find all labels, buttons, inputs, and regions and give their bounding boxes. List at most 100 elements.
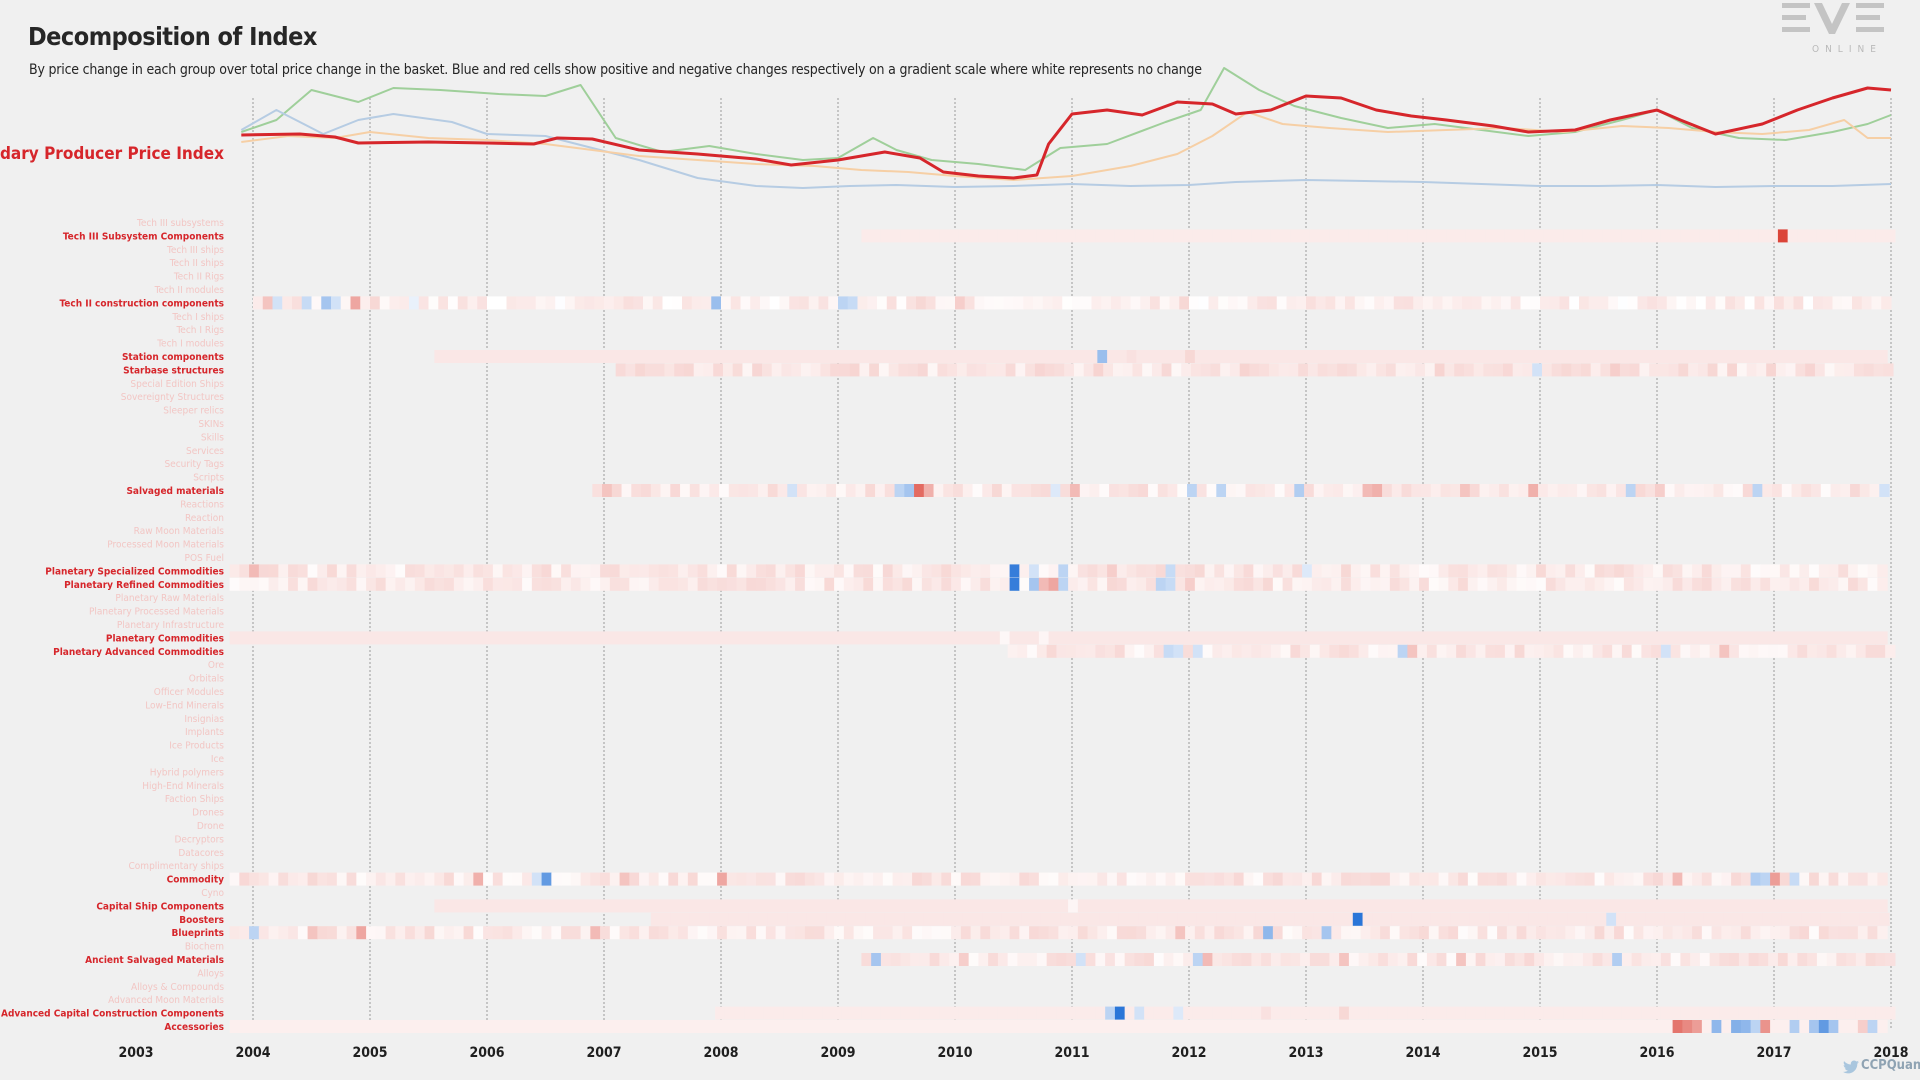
heatmap-cell: [890, 1006, 901, 1020]
heatmap-cell: [980, 631, 991, 645]
heatmap-cell: [590, 350, 601, 363]
heatmap-cell: [804, 872, 816, 886]
heatmap-cell: [1224, 1020, 1235, 1033]
heatmap-cell: [1448, 1020, 1459, 1033]
heatmap-cell: [668, 1020, 679, 1033]
heatmap-cell: [641, 484, 652, 497]
heatmap-cell: [1604, 872, 1615, 886]
heatmap-cell: [395, 926, 406, 940]
heatmap-cell: [288, 564, 299, 578]
heatmap-cell: [1828, 899, 1839, 913]
heatmap-cell: [902, 1020, 913, 1033]
heatmap-cell: [1068, 872, 1079, 886]
heatmap-cell: [1499, 484, 1510, 497]
heatmap-cell: [1072, 296, 1083, 310]
heatmap-cell: [1729, 229, 1740, 243]
heatmap-cell: [1569, 296, 1580, 310]
heatmap-cell: [1097, 872, 1108, 886]
heatmap-cell: [933, 912, 944, 926]
heatmap-cell: [767, 912, 779, 926]
heatmap-cell: [1785, 363, 1797, 377]
heatmap-cell: [600, 1020, 611, 1033]
heatmap-cell: [1779, 1020, 1791, 1033]
heatmap-cell: [1350, 1020, 1362, 1033]
heatmap-cell: [1393, 296, 1405, 310]
heatmap-cell: [1358, 644, 1369, 658]
heatmap-cell: [551, 926, 562, 940]
heatmap-cell: [1261, 953, 1272, 966]
heatmap-cell: [1302, 564, 1313, 578]
heatmap-cell: [1276, 296, 1288, 310]
heatmap-cell: [1865, 644, 1876, 658]
heatmap-cell: [1779, 577, 1791, 591]
heatmap-cell: [414, 564, 426, 578]
heatmap-cell: [1150, 296, 1161, 310]
heatmap-cell: [1633, 899, 1644, 913]
heatmap-cell: [1545, 1020, 1557, 1033]
heatmap-cell: [1653, 631, 1664, 645]
heatmap-cell: [619, 631, 630, 645]
heatmap-cell: [1111, 296, 1122, 310]
heatmap-cell: [1153, 1006, 1165, 1020]
heatmap-cell: [672, 296, 683, 310]
heatmap-cell: [487, 296, 498, 310]
heatmap-cell: [773, 1006, 784, 1020]
heatmap-cell: [1495, 644, 1506, 658]
heatmap-cell: [1594, 564, 1605, 578]
heatmap-cell: [1345, 296, 1356, 310]
heatmap-cell: [1253, 350, 1264, 363]
heatmap-cell: [1625, 484, 1637, 497]
heatmap-cell: [1380, 1020, 1391, 1033]
heatmap-cell: [522, 577, 533, 591]
heatmap-cell: [853, 350, 864, 363]
heatmap-cell: [1787, 1006, 1798, 1020]
heatmap-cell: [1487, 1020, 1498, 1033]
heatmap-cell: [1423, 296, 1434, 310]
heatmap-cell: [814, 631, 825, 645]
heatmap-cell: [775, 926, 786, 940]
heatmap-cell: [1826, 953, 1837, 966]
heatmap-cell: [1721, 350, 1732, 363]
heatmap-cell: [635, 363, 646, 377]
heatmap-cell: [590, 926, 601, 940]
heatmap-cell: [1350, 350, 1362, 363]
heatmap-cell: [1538, 484, 1549, 497]
heatmap-cell: [863, 1020, 874, 1033]
heatmap-cell: [531, 631, 543, 645]
heatmap-cell: [1813, 296, 1824, 310]
heatmap-cell: [492, 631, 504, 645]
heatmap-cell: [980, 350, 991, 363]
heatmap-cell: [1448, 577, 1459, 591]
heatmap-cell: [785, 564, 796, 578]
heatmap-cell: [937, 363, 948, 377]
heatmap-cell: [955, 296, 966, 310]
heatmap-cell: [1356, 363, 1368, 377]
heatmap-cell: [1302, 926, 1313, 940]
row-label: Tech II Rigs: [173, 272, 224, 283]
heatmap-cell: [689, 484, 701, 497]
heatmap-cell: [1838, 926, 1849, 940]
heatmap-cell: [1146, 872, 1157, 886]
heatmap-cell: [1861, 296, 1873, 310]
heatmap-cell: [1818, 926, 1830, 940]
heatmap-cell: [1475, 1006, 1486, 1020]
heatmap-cell: [1614, 631, 1625, 645]
heatmap-cell: [990, 926, 1001, 940]
heatmap-cell: [1805, 363, 1816, 377]
heatmap-cell: [1167, 912, 1178, 926]
heatmap-cell: [389, 296, 400, 310]
heatmap-cell: [1224, 577, 1235, 591]
heatmap-cell: [473, 872, 484, 886]
heatmap-cell: [1428, 1020, 1440, 1033]
heatmap-cell: [849, 363, 861, 377]
heatmap-cell: [1257, 296, 1268, 310]
heatmap-cell: [1612, 229, 1623, 243]
heatmap-cell: [1877, 631, 1888, 645]
heatmap-cell: [931, 350, 942, 363]
heatmap-cell: [1592, 644, 1603, 658]
heatmap-cell: [1253, 577, 1264, 591]
heatmap-cell: [994, 296, 1005, 310]
row-label: Scripts: [193, 473, 224, 484]
heatmap-cell: [1713, 912, 1724, 926]
heatmap-cell: [1701, 899, 1713, 913]
